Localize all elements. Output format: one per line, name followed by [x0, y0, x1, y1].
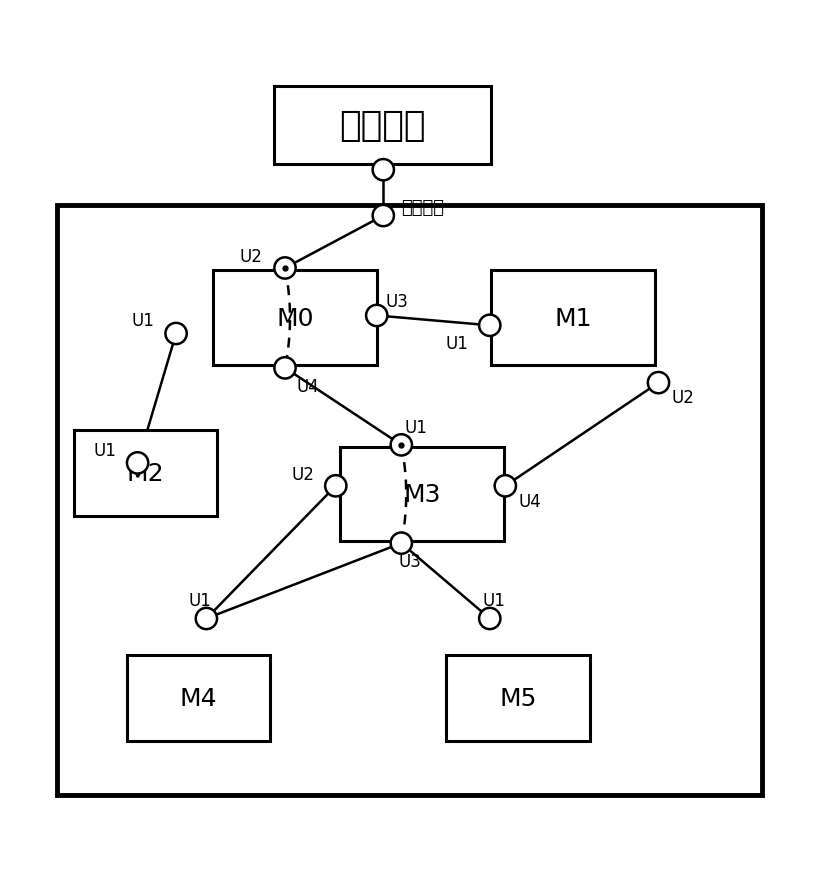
Text: 用户串口: 用户串口	[401, 198, 445, 216]
Bar	[446, 655, 590, 741]
Bar	[57, 206, 762, 795]
Text: M2: M2	[127, 461, 164, 485]
Circle shape	[373, 160, 394, 181]
Text: M5: M5	[500, 687, 536, 711]
Text: U1: U1	[132, 312, 155, 330]
Text: M1: M1	[554, 306, 592, 330]
Text: U4: U4	[296, 377, 319, 395]
Text: M0: M0	[276, 306, 314, 330]
Text: U3: U3	[386, 292, 409, 310]
Text: U2: U2	[292, 465, 314, 483]
Circle shape	[196, 608, 217, 629]
Text: 烧录设备: 烧录设备	[340, 109, 426, 143]
Circle shape	[127, 452, 148, 474]
Text: U4: U4	[518, 492, 541, 510]
Text: U1: U1	[188, 592, 211, 610]
Bar	[127, 655, 270, 741]
Text: U2: U2	[239, 248, 262, 266]
Text: U1: U1	[405, 418, 428, 436]
Circle shape	[366, 306, 387, 326]
Text: M4: M4	[180, 687, 217, 711]
Circle shape	[479, 608, 500, 629]
Text: U1: U1	[446, 335, 468, 353]
Bar	[340, 447, 504, 541]
Bar	[491, 271, 655, 365]
Bar	[213, 271, 377, 365]
Circle shape	[391, 533, 412, 554]
Circle shape	[373, 206, 394, 227]
Circle shape	[495, 476, 516, 497]
Text: M3: M3	[403, 482, 441, 506]
Circle shape	[391, 434, 412, 456]
Text: U3: U3	[398, 552, 421, 570]
Text: U1: U1	[93, 442, 116, 460]
Bar	[74, 431, 217, 517]
Circle shape	[274, 258, 296, 279]
Circle shape	[479, 316, 500, 336]
Circle shape	[165, 324, 187, 345]
Circle shape	[325, 476, 346, 497]
Circle shape	[274, 358, 296, 379]
Text: U1: U1	[482, 592, 505, 610]
Text: U2: U2	[672, 389, 695, 407]
Circle shape	[648, 373, 669, 394]
Bar	[274, 87, 491, 164]
